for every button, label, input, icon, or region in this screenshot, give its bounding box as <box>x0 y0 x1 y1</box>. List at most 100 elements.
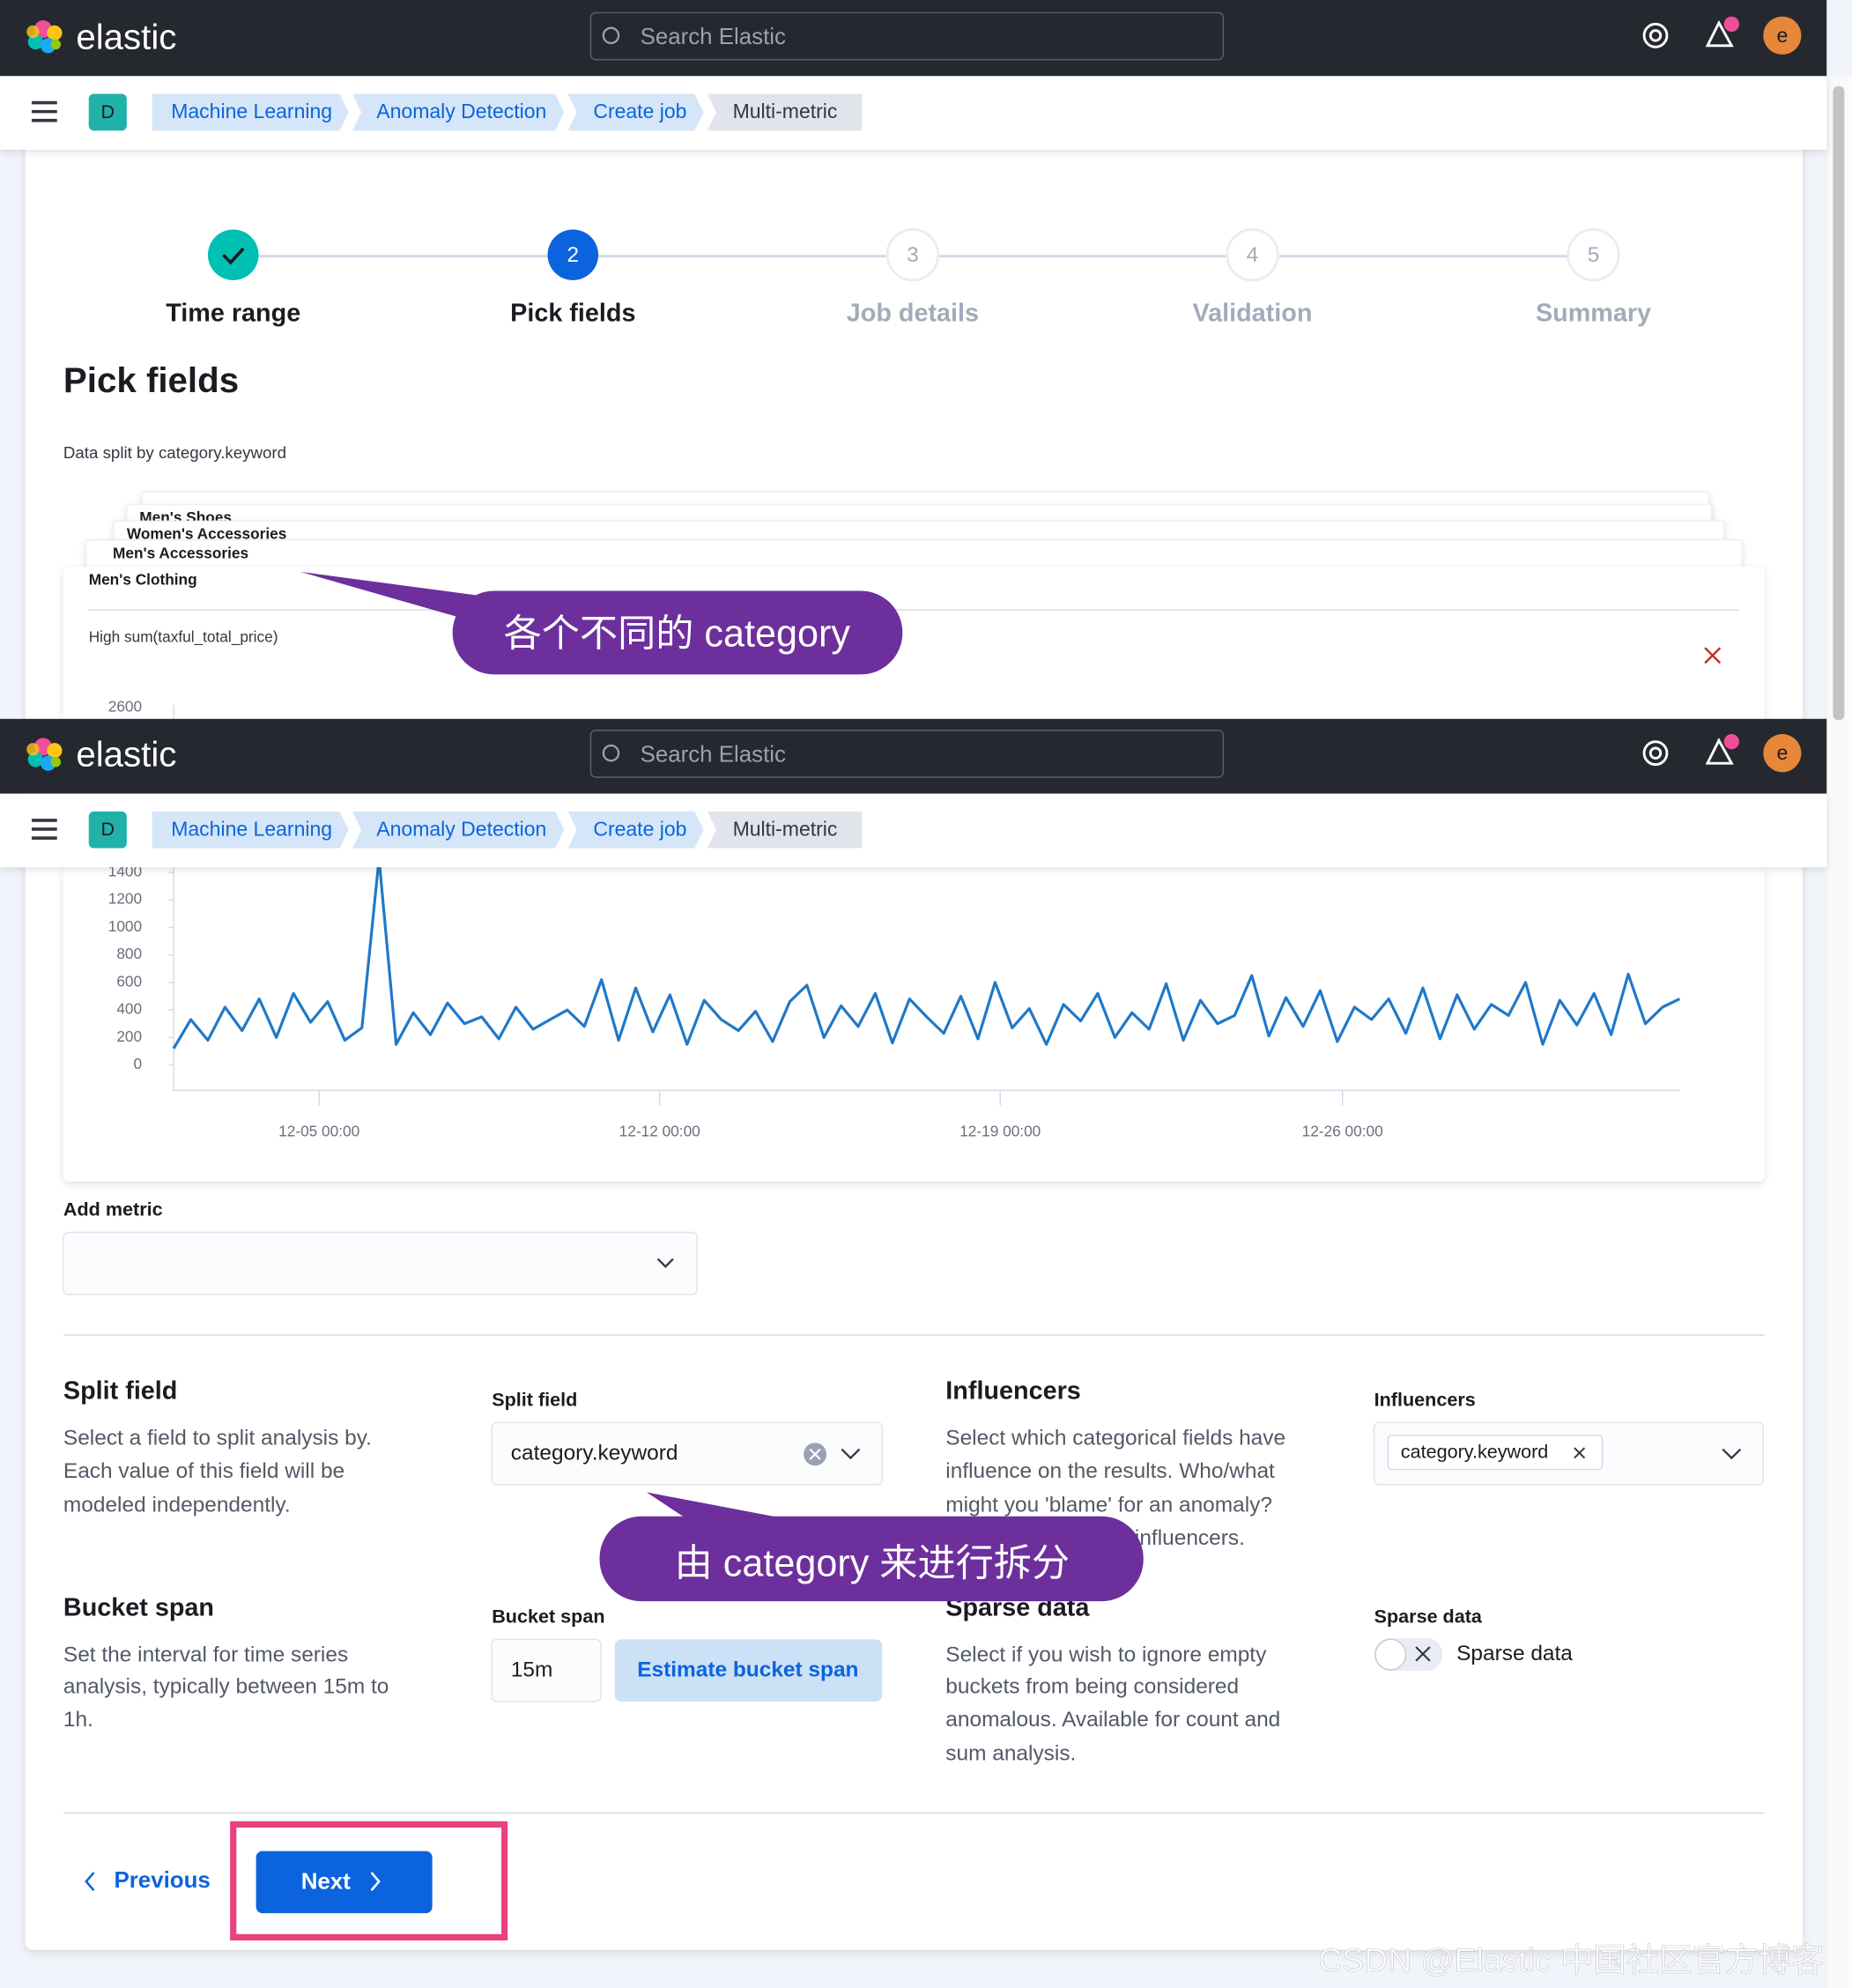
breadcrumb-text[interactable]: Anomaly Detection <box>376 100 546 122</box>
news-badge <box>1723 734 1739 750</box>
breadcrumb[interactable] <box>152 811 349 849</box>
breadcrumb-bar: D Machine Learning Anomaly Detection Cre… <box>0 793 1827 868</box>
toggle-knob <box>1374 1638 1407 1671</box>
description: anomalous. Available for count and <box>945 1708 1280 1732</box>
search-box[interactable] <box>589 730 1225 778</box>
button-text: Estimate bucket span <box>637 1658 858 1682</box>
logo-text[interactable]: elastic <box>76 17 176 56</box>
check-icon <box>221 247 245 265</box>
help-icon[interactable] <box>1642 22 1669 48</box>
breadcrumb-text[interactable]: Create job <box>593 100 686 122</box>
split-field-select[interactable] <box>491 1421 884 1486</box>
y-tick-label: 1200 <box>108 890 142 908</box>
remove-icon[interactable] <box>1704 647 1722 664</box>
description: influence on the results. Who/what <box>945 1459 1275 1483</box>
add-metric-select[interactable] <box>63 1231 699 1295</box>
x-tick-label: 12-05 00:00 <box>278 1122 359 1139</box>
breadcrumb-text[interactable]: Anomaly Detection <box>376 817 546 840</box>
breadcrumb-text[interactable]: Machine Learning <box>171 817 332 840</box>
breadcrumb[interactable] <box>352 93 565 131</box>
influencer-pill <box>1387 1434 1604 1471</box>
y-tick-label: 1000 <box>108 917 142 935</box>
breadcrumb[interactable] <box>567 93 704 131</box>
step-label: Job details <box>847 299 979 327</box>
description: analysis, typically between 15m to <box>63 1674 389 1698</box>
space-avatar[interactable] <box>88 93 127 131</box>
steps: 2 3 4 5 Time range Pick fields Job detai… <box>166 228 1651 327</box>
breadcrumb-text: Multi-metric <box>733 100 838 122</box>
next-button[interactable] <box>256 1851 433 1914</box>
field-label: Add metric <box>63 1198 163 1220</box>
annotation-pointer <box>300 571 501 624</box>
estimate-button[interactable] <box>614 1639 883 1702</box>
y-tick-label: 200 <box>116 1027 142 1045</box>
step-label: Pick fields <box>510 299 635 327</box>
space-letter: D <box>100 818 115 840</box>
step-number: 5 <box>1588 243 1600 267</box>
toggle-label: Sparse data <box>1456 1642 1573 1665</box>
annotation-bubble <box>452 590 903 675</box>
chart-title: High sum(taxful_total_price) <box>89 627 278 645</box>
help-icon-inner <box>1648 29 1663 42</box>
logo-text[interactable]: elastic <box>76 735 176 775</box>
x-tick-label: 12-12 00:00 <box>619 1122 700 1139</box>
step-label[interactable]: Time range <box>166 299 300 327</box>
annotation-bubble <box>599 1516 1144 1602</box>
help-icon-inner <box>1648 746 1663 760</box>
breadcrumb[interactable] <box>352 811 565 849</box>
data-line <box>172 857 1681 1050</box>
scroll-thumb[interactable] <box>1833 85 1845 721</box>
news-icon[interactable] <box>1705 738 1734 765</box>
description: Select which categorical fields have <box>945 1426 1285 1450</box>
search-box[interactable] <box>589 11 1225 61</box>
step-disabled <box>1226 228 1279 282</box>
breadcrumb-bar: D Machine Learning Anomaly Detection Cre… <box>0 76 1827 150</box>
chevron <box>841 1448 861 1460</box>
description: 1h. <box>63 1708 93 1732</box>
x-tick-label: 12-19 00:00 <box>959 1122 1041 1139</box>
highlight-box <box>230 1821 508 1941</box>
data-split-label: Data split by category.keyword <box>63 443 286 462</box>
step-label: Summary <box>1536 299 1651 327</box>
space-letter: D <box>100 100 115 122</box>
annotation-text: 由 category 来进行拆分 <box>675 1542 1070 1584</box>
search-icon <box>602 744 620 762</box>
menu-icon[interactable] <box>31 100 57 122</box>
menu-icon[interactable] <box>31 819 57 840</box>
search-icon <box>602 26 620 45</box>
breadcrumb-text[interactable]: Create job <box>593 817 686 840</box>
previous-button[interactable]: Previous <box>114 1868 210 1893</box>
section-title: Split field <box>63 1376 177 1405</box>
pill-remove[interactable] <box>1574 1447 1586 1459</box>
step-disabled <box>1567 228 1620 282</box>
avatar[interactable] <box>1763 16 1802 55</box>
breadcrumb-text[interactable]: Machine Learning <box>171 100 332 122</box>
description: Select if you wish to ignore empty <box>945 1643 1267 1666</box>
space-avatar[interactable] <box>88 811 127 849</box>
breadcrumb[interactable] <box>152 93 349 131</box>
breadcrumb[interactable] <box>567 811 704 849</box>
card-title: Men's Accessories <box>113 544 248 561</box>
y-tick-label: 400 <box>116 1000 142 1018</box>
step-complete[interactable] <box>207 229 259 280</box>
step-number: 3 <box>907 243 919 267</box>
avatar[interactable] <box>1763 734 1802 773</box>
breadcrumb-current <box>707 93 863 131</box>
field-label: Sparse data <box>1374 1606 1483 1628</box>
help-icon[interactable] <box>1642 740 1669 767</box>
previous-icon <box>85 1872 95 1892</box>
bucket-span-input[interactable] <box>491 1638 602 1702</box>
description: buckets from being considered <box>945 1674 1239 1698</box>
step-current <box>547 229 599 280</box>
description: sum analysis. <box>945 1742 1076 1766</box>
search-placeholder: Search Elastic <box>641 25 786 49</box>
avatar-letter: e <box>1776 24 1788 47</box>
y-tick-label: 0 <box>134 1055 143 1072</box>
news-icon[interactable] <box>1705 19 1734 48</box>
y-tick-label: 800 <box>116 945 142 962</box>
toggle-icon <box>1415 1646 1431 1662</box>
step-number: 2 <box>567 243 580 267</box>
split-cards: Men's Shoes Women's Accessories Men's Ac… <box>63 491 1765 732</box>
